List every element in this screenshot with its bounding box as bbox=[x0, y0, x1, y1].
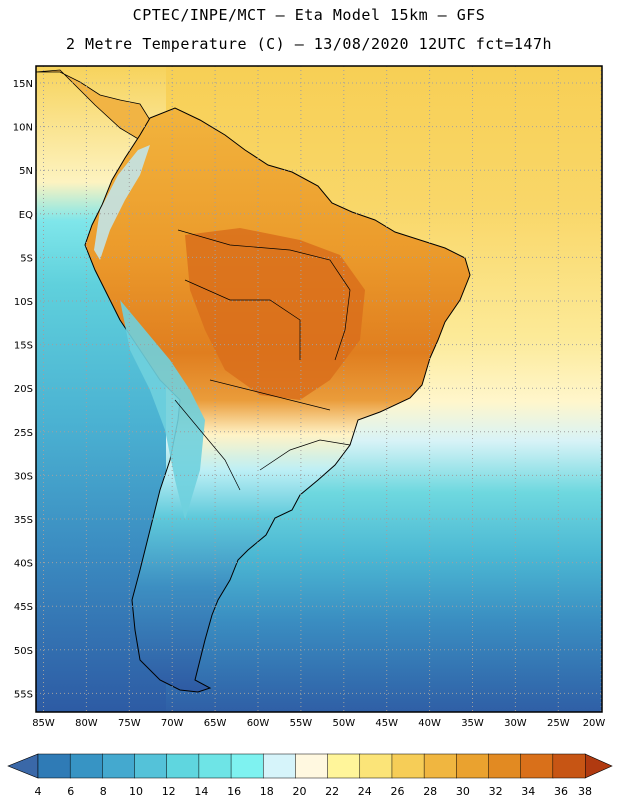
colorbar-swatch bbox=[488, 753, 522, 779]
colorbar-swatch bbox=[69, 753, 103, 779]
lat-label: 10N bbox=[13, 123, 33, 134]
colorbar-swatch bbox=[456, 753, 490, 779]
colorbar-swatch bbox=[262, 753, 296, 779]
lat-label: 45S bbox=[14, 602, 33, 613]
lat-label: 15S bbox=[14, 341, 33, 352]
colorbar-label: 4 bbox=[35, 785, 42, 798]
colorbar-label: 36 bbox=[554, 785, 568, 798]
colorbar-label: 30 bbox=[456, 785, 470, 798]
lat-label: 55S bbox=[14, 689, 33, 700]
colorbar-label: 20 bbox=[293, 785, 307, 798]
colorbar-swatch bbox=[520, 753, 554, 779]
map-title-model: CPTEC/INPE/MCT – Eta Model 15km – GFS bbox=[132, 6, 486, 24]
colorbar-label: 34 bbox=[521, 785, 535, 798]
colorbar-label: 32 bbox=[489, 785, 503, 798]
longitude-axis: 85W 80W 75W 70W 65W 60W 55W 50W 45W 40W … bbox=[32, 718, 605, 729]
colorbar-swatch bbox=[134, 753, 168, 779]
colorbar-high-arrow bbox=[584, 753, 613, 779]
map-frame bbox=[35, 65, 603, 713]
colorbar-label: 22 bbox=[325, 785, 339, 798]
colorbar-swatch bbox=[230, 753, 264, 779]
colorbar-label: 28 bbox=[423, 785, 437, 798]
colorbar-swatch bbox=[359, 753, 393, 779]
andes-central-cool bbox=[120, 300, 205, 520]
latitude-axis: 15N 10N 5N EQ 5S 10S 15S 20S 25S 30S 35S… bbox=[13, 79, 33, 700]
lat-label: 15N bbox=[13, 79, 33, 90]
lon-label: 55W bbox=[290, 718, 313, 729]
lon-label: 70W bbox=[161, 718, 184, 729]
temperature-colorbar: 4 6 8 10 12 14 16 18 20 22 24 26 28 30 3… bbox=[7, 753, 613, 798]
lon-label: 45W bbox=[375, 718, 398, 729]
colorbar-swatch bbox=[391, 753, 425, 779]
andes-cool-strip bbox=[94, 145, 150, 260]
lat-label: 30S bbox=[14, 471, 33, 482]
colorbar-swatch bbox=[102, 753, 136, 779]
lon-label: 85W bbox=[32, 718, 55, 729]
colorbar-swatch bbox=[327, 753, 361, 779]
colorbar-label: 12 bbox=[162, 785, 176, 798]
lon-label: 40W bbox=[418, 718, 441, 729]
colorbar-swatch bbox=[552, 753, 586, 779]
lat-label: 5S bbox=[20, 253, 33, 264]
colorbar-label: 6 bbox=[67, 785, 74, 798]
colorbar-swatch bbox=[166, 753, 200, 779]
colorbar-label: 24 bbox=[358, 785, 372, 798]
colorbar-label: 8 bbox=[100, 785, 107, 798]
colorbar-low-arrow bbox=[7, 753, 39, 779]
lat-label: 35S bbox=[14, 515, 33, 526]
colorbar-swatch bbox=[295, 753, 329, 779]
colorbar-label: 14 bbox=[194, 785, 208, 798]
lat-label: 50S bbox=[14, 646, 33, 657]
colorbar-swatch bbox=[198, 753, 232, 779]
lat-label: 5N bbox=[19, 166, 33, 177]
lat-label: 40S bbox=[14, 559, 33, 570]
lon-label: 75W bbox=[118, 718, 141, 729]
lon-label: 30W bbox=[504, 718, 527, 729]
lat-label: 25S bbox=[14, 428, 33, 439]
hot-core-region bbox=[185, 228, 365, 400]
colorbar-swatch bbox=[37, 753, 71, 779]
country-borders bbox=[174, 229, 351, 491]
lat-label: 10S bbox=[14, 297, 33, 308]
colorbar-swatch bbox=[423, 753, 457, 779]
colorbar-label: 26 bbox=[391, 785, 405, 798]
colorbar-label: 10 bbox=[129, 785, 143, 798]
lat-label: EQ bbox=[19, 210, 33, 221]
lon-label: 50W bbox=[332, 718, 355, 729]
lon-label: 35W bbox=[461, 718, 484, 729]
lon-label: 60W bbox=[247, 718, 270, 729]
lon-label: 25W bbox=[547, 718, 570, 729]
lon-label: 20W bbox=[583, 718, 606, 729]
lat-label: 20S bbox=[14, 384, 33, 395]
map-title-variable: 2 Metre Temperature (C) – 13/08/2020 12U… bbox=[65, 35, 553, 53]
colorbar-label: 16 bbox=[227, 785, 241, 798]
lon-label: 80W bbox=[75, 718, 98, 729]
lon-label: 65W bbox=[204, 718, 227, 729]
colorbar-label: 18 bbox=[260, 785, 274, 798]
colorbar-label: 38 bbox=[578, 785, 592, 798]
